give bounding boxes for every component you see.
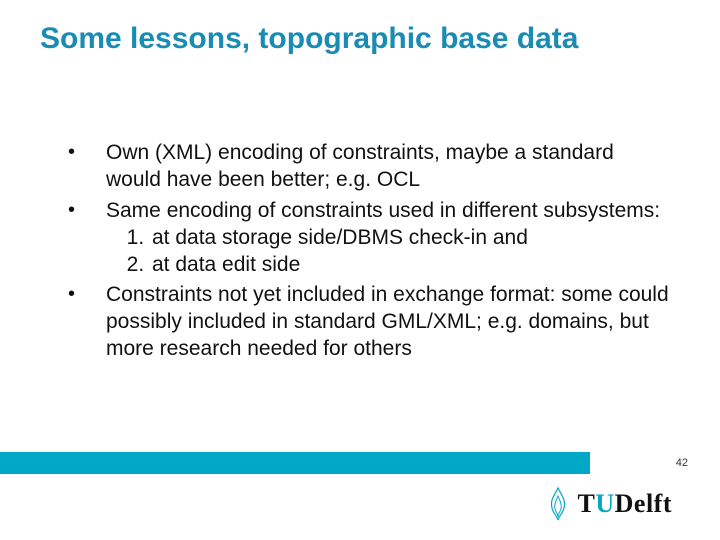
bullet-item: Same encoding of constraints used in dif… — [60, 198, 670, 279]
bullet-item: Constraints not yet included in exchange… — [60, 282, 670, 363]
slide: Some lessons, topographic base data Own … — [0, 0, 720, 540]
slide-body: Own (XML) encoding of constraints, maybe… — [60, 140, 670, 367]
bullet-list: Own (XML) encoding of constraints, maybe… — [60, 140, 670, 363]
sub-item: at data storage side/DBMS check-in and — [150, 225, 670, 252]
bullet-item: Own (XML) encoding of constraints, maybe… — [60, 140, 670, 194]
logo-text: TUDelft — [578, 489, 672, 519]
sub-list: at data storage side/DBMS check-in and a… — [130, 225, 670, 279]
sub-text: at data storage side/DBMS check-in and — [152, 226, 528, 249]
tu-delft-logo: TUDelft — [544, 486, 672, 522]
sub-item: at data edit side — [150, 252, 670, 279]
page-number: 42 — [676, 457, 688, 469]
accent-bar — [0, 452, 590, 474]
logo-accent: U — [595, 489, 614, 518]
logo-suffix: Delft — [615, 489, 672, 518]
sub-text: at data edit side — [152, 253, 300, 276]
flame-icon — [544, 486, 572, 522]
logo-prefix: T — [578, 489, 596, 518]
bullet-text: Own (XML) encoding of constraints, maybe… — [106, 141, 614, 191]
slide-title: Some lessons, topographic base data — [40, 22, 680, 56]
bullet-text: Same encoding of constraints used in dif… — [106, 199, 660, 222]
bullet-text: Constraints not yet included in exchange… — [106, 283, 669, 360]
